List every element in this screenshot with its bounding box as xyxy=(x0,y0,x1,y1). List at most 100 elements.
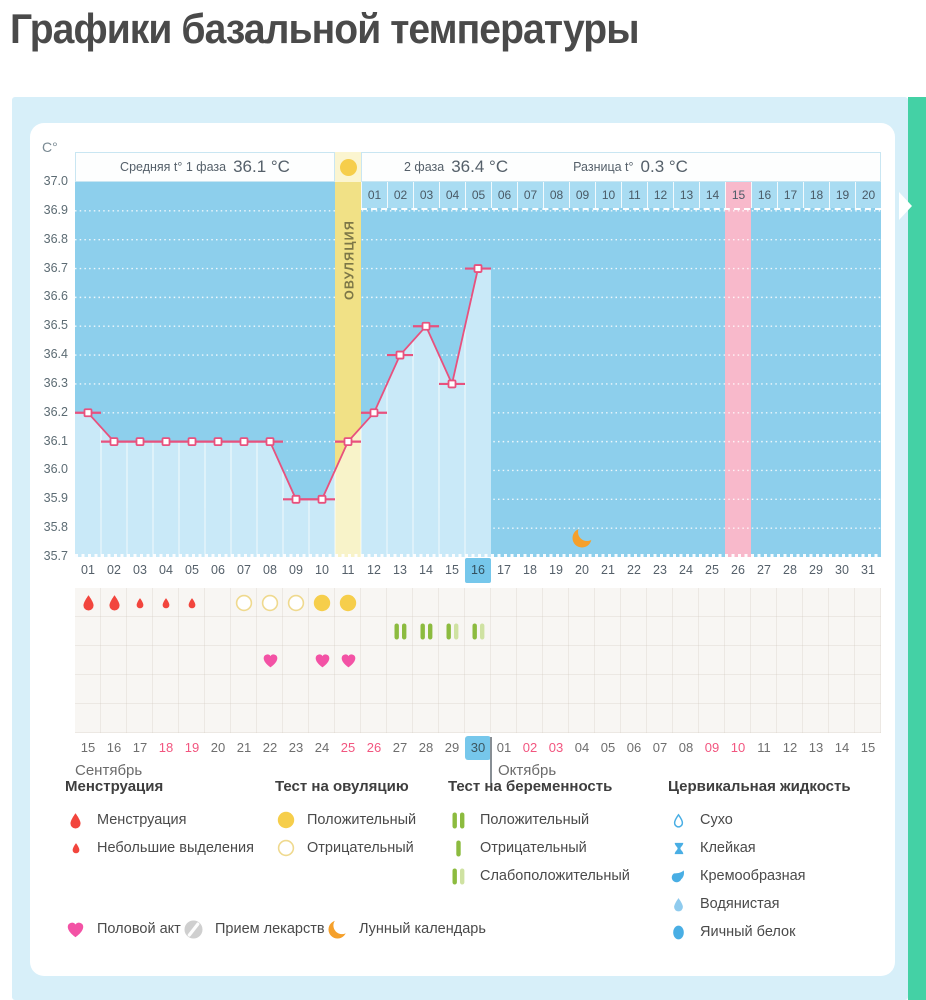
cycle-day-cell[interactable]: 31 xyxy=(861,563,875,577)
legend-item-label: Прием лекарств xyxy=(215,921,325,937)
temperature-point[interactable] xyxy=(395,350,405,360)
date-cell[interactable]: 30 xyxy=(465,736,491,760)
next-panel-strip[interactable] xyxy=(908,97,926,1000)
date-cell[interactable]: 06 xyxy=(626,740,642,755)
cycle-day-cell[interactable]: 25 xyxy=(705,563,719,577)
date-cell[interactable]: 07 xyxy=(652,740,668,755)
date-cell[interactable]: 12 xyxy=(782,740,798,755)
cycle-day-cell[interactable]: 17 xyxy=(497,563,511,577)
cycle-day-cell[interactable]: 15 xyxy=(445,563,459,577)
date-cell[interactable]: 15 xyxy=(80,740,96,755)
temperature-point[interactable] xyxy=(213,437,223,447)
date-cell[interactable]: 13 xyxy=(808,740,824,755)
cycle-day-cell[interactable]: 13 xyxy=(393,563,407,577)
date-cell[interactable]: 27 xyxy=(392,740,408,755)
temperature-point[interactable] xyxy=(369,408,379,418)
date-cell[interactable]: 20 xyxy=(210,740,226,755)
temperature-point[interactable] xyxy=(135,437,145,447)
date-cell[interactable]: 15 xyxy=(860,740,876,755)
cycle-day-cell[interactable]: 28 xyxy=(783,563,797,577)
ovulation-test-positive-icon[interactable] xyxy=(335,588,361,617)
cycle-day-cell[interactable]: 05 xyxy=(185,563,199,577)
menstruation-icon[interactable] xyxy=(75,588,101,617)
date-cell[interactable]: 01 xyxy=(496,740,512,755)
cycle-day-cell[interactable]: 20 xyxy=(575,563,589,577)
spotting-icon[interactable] xyxy=(153,588,179,617)
temperature-point[interactable] xyxy=(343,437,353,447)
temperature-point[interactable] xyxy=(239,437,249,447)
pregnancy-test-weak-positive-icon[interactable] xyxy=(439,617,465,646)
y-axis-tick: 35.8 xyxy=(43,520,68,535)
date-cell[interactable]: 08 xyxy=(678,740,694,755)
spotting-icon[interactable] xyxy=(179,588,205,617)
cycle-day-cell[interactable]: 01 xyxy=(81,563,95,577)
intercourse-icon[interactable] xyxy=(335,646,361,675)
cycle-day-cell[interactable]: 12 xyxy=(367,563,381,577)
date-cell[interactable]: 24 xyxy=(314,740,330,755)
cycle-day-cell[interactable]: 22 xyxy=(627,563,641,577)
date-cell[interactable]: 25 xyxy=(340,740,356,755)
cycle-day-cell[interactable]: 23 xyxy=(653,563,667,577)
temperature-point[interactable] xyxy=(265,437,275,447)
cycle-day-cell[interactable]: 11 xyxy=(341,563,355,577)
cycle-day-cell[interactable]: 26 xyxy=(731,563,745,577)
temperature-point[interactable] xyxy=(421,321,431,331)
temperature-point[interactable] xyxy=(187,437,197,447)
ovulation-test-negative-icon[interactable] xyxy=(283,588,309,617)
cycle-day-cell[interactable]: 03 xyxy=(133,563,147,577)
temperature-point[interactable] xyxy=(161,437,171,447)
pregnancy-test-positive-icon[interactable] xyxy=(413,617,439,646)
date-cell[interactable]: 09 xyxy=(704,740,720,755)
ovulation-test-positive-icon[interactable] xyxy=(309,588,335,617)
cycle-day-cell[interactable]: 07 xyxy=(237,563,251,577)
cycle-day-cell[interactable]: 02 xyxy=(107,563,121,577)
ovulation-test-negative-icon[interactable] xyxy=(231,588,257,617)
cycle-day-cell[interactable]: 19 xyxy=(549,563,563,577)
intercourse-icon[interactable] xyxy=(309,646,335,675)
pregnancy-test-weak-positive-icon[interactable] xyxy=(465,617,491,646)
date-cell[interactable]: 03 xyxy=(548,740,564,755)
legend-item: Небольшие выделения xyxy=(65,834,254,862)
date-cell[interactable]: 14 xyxy=(834,740,850,755)
cycle-day-cell[interactable]: 30 xyxy=(835,563,849,577)
spotting-icon[interactable] xyxy=(127,588,153,617)
date-cell[interactable]: 29 xyxy=(444,740,460,755)
menstruation-icon[interactable] xyxy=(101,588,127,617)
cycle-day-cell[interactable]: 08 xyxy=(263,563,277,577)
date-cell[interactable]: 19 xyxy=(184,740,200,755)
date-cell[interactable]: 02 xyxy=(522,740,538,755)
date-cell[interactable]: 28 xyxy=(418,740,434,755)
temperature-point[interactable] xyxy=(317,494,327,504)
cycle-day-cell[interactable]: 04 xyxy=(159,563,173,577)
intercourse-icon[interactable] xyxy=(257,646,283,675)
date-cell[interactable]: 11 xyxy=(757,740,771,755)
cycle-day-cell[interactable]: 21 xyxy=(601,563,615,577)
cycle-day-cell[interactable]: 06 xyxy=(211,563,225,577)
date-cell[interactable]: 05 xyxy=(600,740,616,755)
ovulation-test-negative-icon[interactable] xyxy=(257,588,283,617)
temperature-point[interactable] xyxy=(83,408,93,418)
date-cell[interactable]: 22 xyxy=(262,740,278,755)
temperature-point[interactable] xyxy=(291,494,301,504)
cycle-day-cell[interactable]: 14 xyxy=(419,563,433,577)
chevron-right-icon[interactable] xyxy=(899,192,912,220)
date-cell[interactable]: 26 xyxy=(366,740,382,755)
temperature-point[interactable] xyxy=(109,437,119,447)
date-cell[interactable]: 23 xyxy=(288,740,304,755)
cycle-day-cell[interactable]: 16 xyxy=(465,558,491,583)
date-cell[interactable]: 04 xyxy=(574,740,590,755)
date-cell[interactable]: 18 xyxy=(158,740,174,755)
date-cell[interactable]: 10 xyxy=(730,740,746,755)
temperature-point[interactable] xyxy=(447,379,457,389)
cycle-day-cell[interactable]: 27 xyxy=(757,563,771,577)
temperature-point[interactable] xyxy=(473,264,483,273)
cycle-day-cell[interactable]: 24 xyxy=(679,563,693,577)
date-cell[interactable]: 16 xyxy=(106,740,122,755)
date-cell[interactable]: 21 xyxy=(236,740,252,755)
pregnancy-test-positive-icon[interactable] xyxy=(387,617,413,646)
date-cell[interactable]: 17 xyxy=(132,740,148,755)
cycle-day-cell[interactable]: 10 xyxy=(315,563,329,577)
cycle-day-cell[interactable]: 09 xyxy=(289,563,303,577)
cycle-day-cell[interactable]: 18 xyxy=(523,563,537,577)
cycle-day-cell[interactable]: 29 xyxy=(809,563,823,577)
